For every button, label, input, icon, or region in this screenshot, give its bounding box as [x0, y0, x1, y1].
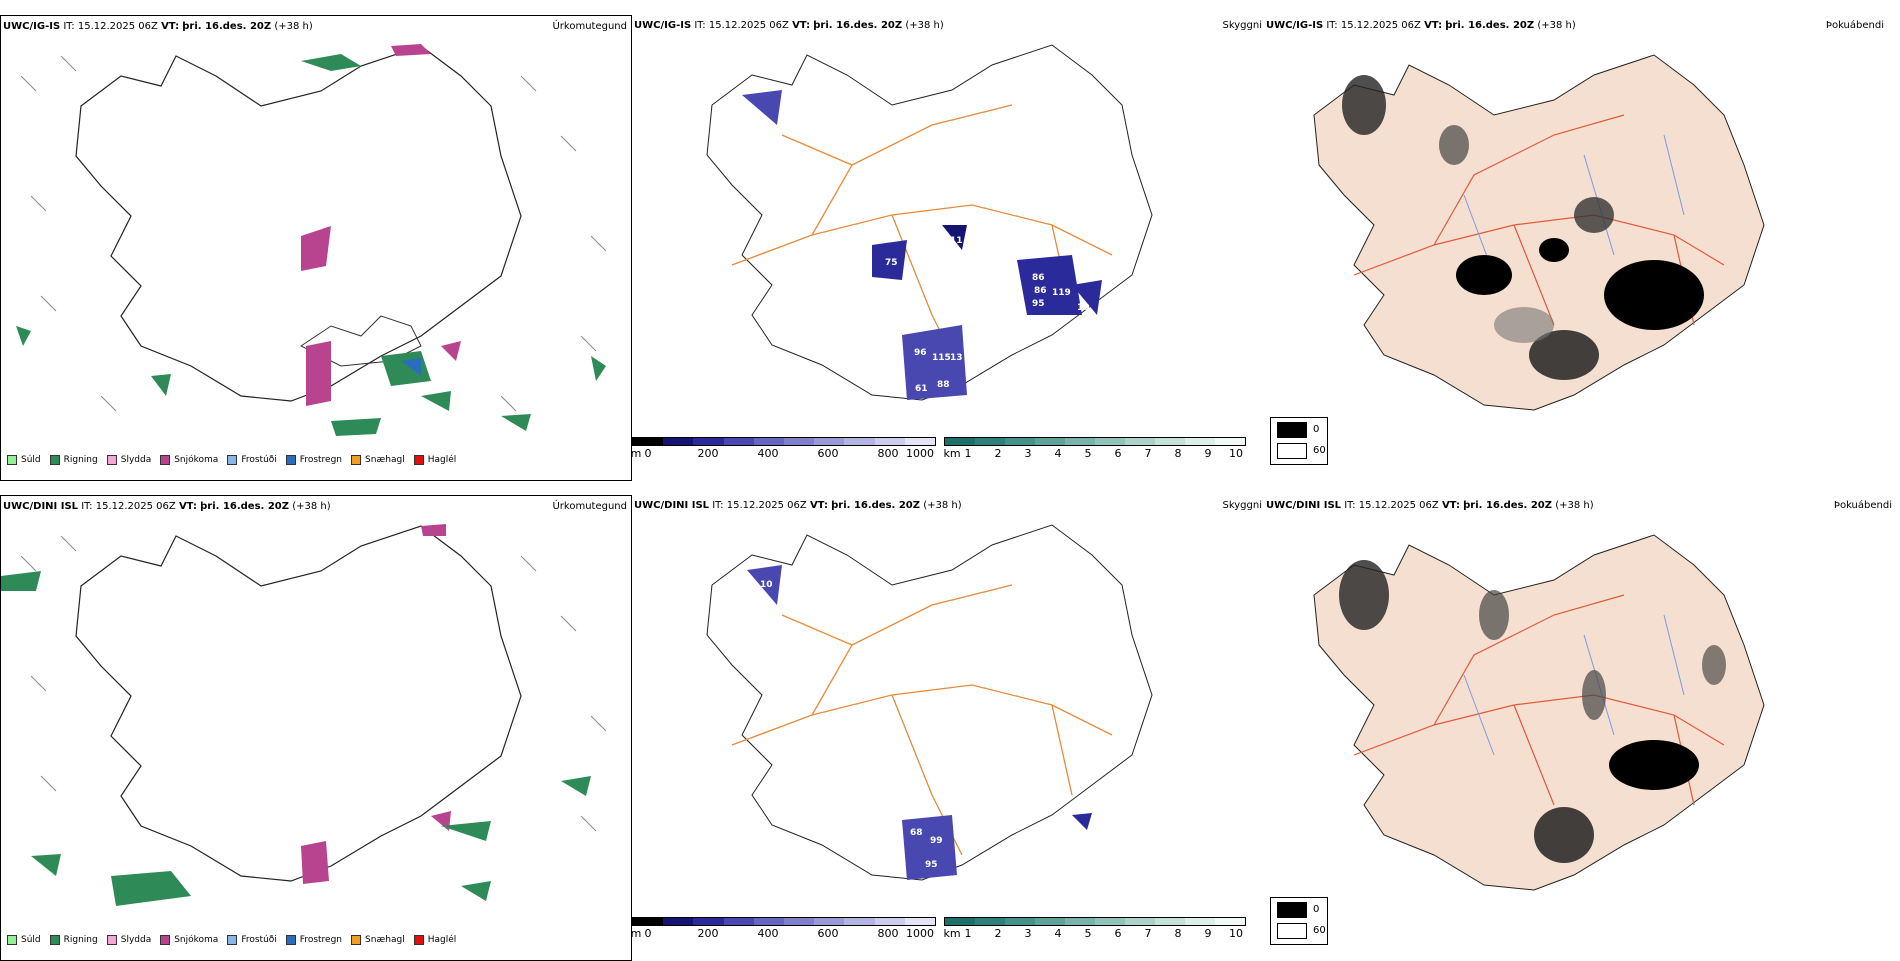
iceland-outline [706, 524, 1153, 881]
legend-item: Haglél [413, 935, 456, 945]
ceiling-colorbar: m 0 200 400 600 800 1000 [631, 917, 936, 941]
legend-item: Frostúði [227, 455, 277, 465]
fog-legend-swatch-0 [1277, 422, 1307, 438]
legend-item: Haglél [413, 455, 456, 465]
glacier-outlines [300, 315, 422, 367]
panel-title: Skyggni [1222, 20, 1262, 31]
legend-item: Snæhagl [351, 455, 405, 465]
ceiling-label: 88 [937, 380, 950, 390]
roads-rivers [1353, 114, 1725, 326]
ceiling-visibility-map-row2: UWC/DINI ISL IT: 15.12.2025 06Z VT: þri.… [631, 495, 1264, 961]
iceland-fill [1313, 534, 1765, 891]
ceiling-label: 95 [925, 860, 938, 870]
fog-legend: 0 60 [1270, 897, 1328, 945]
ceiling-labels: 10 68 99 95 [760, 580, 943, 870]
fog-areas [1342, 75, 1704, 380]
road-network [731, 584, 1113, 856]
precip-legend: Súld Rigning Slydda Snjókoma Frostúði Fr… [7, 455, 456, 465]
legend-item: Slydda [106, 935, 151, 945]
road-network [731, 104, 1113, 376]
fog-legend-swatch-60 [1277, 923, 1307, 939]
fog-legend-swatch-0 [1277, 902, 1307, 918]
fog-index-map-row1: UWC/IG-IS IT: 15.12.2025 06Z VT: þri. 16… [1264, 15, 1896, 481]
visibility-colorbar: km 1 2 3 4 5 6 7 8 9 10 [943, 917, 1246, 941]
ceiling-label: 68 [910, 828, 923, 838]
panel-title: Skyggni [1222, 500, 1262, 511]
ceiling-label: 10 [760, 580, 773, 590]
fog-map-canvas [1313, 534, 1765, 891]
legend-item: Súld [7, 455, 41, 465]
ceiling-label: 86 [1034, 286, 1047, 296]
precip-type-map-row2: UWC/DINI ISL IT: 15.12.2025 06Z VT: þri.… [0, 495, 632, 961]
precip-areas [16, 44, 606, 436]
ceiling-label: 11 [950, 236, 963, 246]
ceiling-label: 13 [950, 353, 963, 363]
legend-item: Frostregn [285, 455, 342, 465]
map-header: UWC/IG-IS IT: 15.12.2025 06Z VT: þri. 16… [634, 20, 944, 31]
legend-item: Snjókoma [160, 935, 218, 945]
roads-rivers [1353, 594, 1725, 806]
panel-title: Úrkomutegund [552, 21, 627, 32]
ceiling-areas [747, 565, 1092, 880]
precip-areas [1, 524, 591, 906]
map-header: UWC/DINI ISL IT: 15.12.2025 06Z VT: þri.… [1266, 500, 1594, 511]
legend-item: Slydda [106, 455, 151, 465]
ceiling-label: 96 [914, 348, 927, 358]
ceiling-label: 10 [1077, 303, 1090, 313]
ceiling-colorbar: m 0 200 400 600 800 1000 [631, 437, 936, 461]
legend-item: Súld [7, 935, 41, 945]
legend-item: Snjókoma [160, 455, 218, 465]
legend-item: Snæhagl [351, 935, 405, 945]
map-header: UWC/DINI ISL IT: 15.12.2025 06Z VT: þri.… [634, 500, 962, 511]
fog-legend: 0 60 [1270, 417, 1328, 465]
panel-title: Þokuábendi [1833, 500, 1892, 511]
precip-map-canvas [16, 44, 607, 436]
legend-item: Rigning [49, 455, 98, 465]
ceiling-label: 119 [1052, 288, 1071, 298]
fog-index-map-row2: UWC/DINI ISL IT: 15.12.2025 06Z VT: þri.… [1264, 495, 1896, 961]
fog-legend-swatch-60 [1277, 443, 1307, 459]
panel-title: Þokuábendi [1825, 20, 1884, 31]
precip-type-map-row1: UWC/IG-IS IT: 15.12.2025 06Z VT: þri. 16… [0, 15, 632, 481]
iceland-outline [75, 45, 522, 402]
map-header: UWC/IG-IS IT: 15.12.2025 06Z VT: þri. 16… [1266, 20, 1576, 31]
map-header: UWC/IG-IS IT: 15.12.2025 06Z VT: þri. 16… [3, 21, 313, 32]
ceiling-map-canvas: 10 68 99 95 [706, 524, 1153, 881]
precip-legend: Súld Rigning Slydda Snjókoma Frostúði Fr… [7, 935, 456, 945]
legend-item: Frostúði [227, 935, 277, 945]
legend-item: Rigning [49, 935, 98, 945]
ceiling-visibility-map-row1: UWC/IG-IS IT: 15.12.2025 06Z VT: þri. 16… [631, 15, 1264, 481]
fog-areas [1339, 560, 1726, 863]
map-header: UWC/DINI ISL IT: 15.12.2025 06Z VT: þri.… [3, 501, 331, 512]
ceiling-map-canvas: 75 11 86 86 95 119 10 96 115 13 88 61 [706, 44, 1153, 401]
ceiling-areas [742, 90, 1102, 400]
panel-title: Úrkomutegund [552, 501, 627, 512]
ceiling-label: 75 [885, 258, 898, 268]
ceiling-label: 115 [932, 353, 951, 363]
fog-map-canvas [1313, 54, 1765, 411]
ceiling-label: 86 [1032, 273, 1045, 283]
precip-map-canvas [1, 524, 607, 906]
ceiling-label: 99 [930, 836, 943, 846]
ceiling-label: 61 [915, 384, 928, 394]
iceland-outline [75, 525, 522, 882]
ceiling-labels: 75 11 86 86 95 119 10 96 115 13 88 61 [885, 236, 1090, 394]
legend-item: Frostregn [285, 935, 342, 945]
ceiling-label: 95 [1032, 299, 1045, 309]
visibility-colorbar: km 1 2 3 4 5 6 7 8 9 10 [943, 437, 1246, 461]
